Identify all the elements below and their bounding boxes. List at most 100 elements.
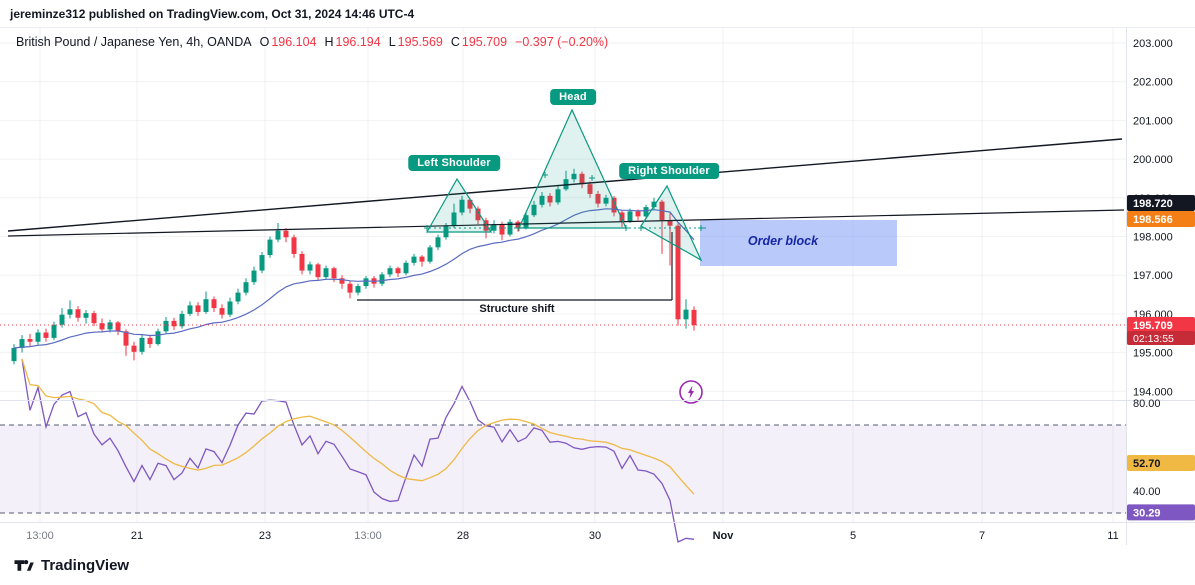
lightning-icon (688, 385, 694, 399)
price-tick-label: 202.000 (1133, 77, 1173, 89)
candle-body (451, 212, 457, 226)
candle-body (467, 199, 473, 209)
price-tick-label: 194.000 (1133, 386, 1173, 398)
candle-body (611, 197, 617, 213)
candle-body (619, 212, 625, 222)
candle-body (251, 270, 257, 283)
head-triangle[interactable] (518, 108, 627, 229)
left-shoulder-triangle[interactable] (425, 177, 493, 233)
time-tick-label: 28 (457, 530, 469, 542)
candle-body (579, 173, 585, 185)
candle-body (387, 268, 393, 275)
candle-body (595, 193, 601, 204)
candle-body (219, 308, 225, 315)
price-axis[interactable] (1127, 28, 1195, 522)
time-tick-label: 5 (850, 530, 856, 542)
resistance-level-label: 198.720 (1133, 198, 1173, 210)
candle-body (475, 208, 481, 221)
left-shoulder-label[interactable]: Left Shoulder (408, 155, 500, 171)
candle-body (515, 221, 521, 228)
candle-body (187, 305, 193, 314)
right-shoulder-label[interactable]: Right Shoulder (619, 163, 719, 179)
candle-body (27, 339, 33, 342)
price-tick-label: 197.000 (1133, 270, 1173, 282)
resistance-level-badge (1127, 195, 1195, 211)
candle-body (539, 195, 545, 205)
right-shoulder-triangle[interactable] (640, 184, 703, 262)
candle-body (123, 331, 129, 346)
candle-body (491, 224, 497, 231)
rising-trendline[interactable] (7, 138, 1123, 232)
candle-body (267, 239, 273, 256)
candle-body (147, 337, 153, 345)
candle-body (603, 197, 609, 204)
candle-body (179, 313, 185, 327)
candle-body (307, 264, 313, 271)
rsi-value-badge (1127, 504, 1195, 521)
candle-body (355, 286, 361, 293)
candle-body (339, 278, 345, 284)
candle-body (107, 322, 113, 330)
candle-body (283, 230, 289, 238)
candle-body (459, 199, 465, 213)
candle-body (323, 268, 329, 278)
candle-body (227, 301, 233, 315)
time-tick-label: 30 (589, 530, 601, 542)
candle-body (291, 237, 297, 254)
order-block-label[interactable]: Order block (747, 234, 819, 248)
candle-body (19, 339, 25, 348)
ema-line (13, 208, 695, 349)
candle-body (11, 347, 17, 362)
price-tick-label: 198.000 (1133, 232, 1173, 244)
candle-body (403, 262, 409, 274)
candle-body (67, 309, 73, 315)
candle-body (211, 299, 217, 309)
candle-body (51, 324, 57, 338)
candle-body (243, 282, 249, 293)
candle-body (555, 189, 561, 203)
order-block[interactable] (700, 220, 897, 266)
candle-body (131, 345, 137, 352)
candle-body (667, 220, 673, 226)
indicator-tick-label: 40.00 (1133, 486, 1161, 498)
candle-body (635, 211, 641, 217)
orange-level-label: 198.566 (1133, 214, 1173, 226)
candle-body (363, 278, 369, 287)
candle-body (347, 283, 353, 293)
candle-body (435, 237, 441, 248)
countdown-bg (1127, 331, 1195, 345)
brand-name[interactable]: TradingView (41, 556, 130, 574)
candle-body (675, 225, 681, 320)
candle-body (83, 313, 89, 318)
time-tick-label: Nov (713, 530, 735, 542)
current-price-label: 195.709 (1133, 320, 1173, 332)
candle-body (411, 256, 417, 263)
price-tick-label: 195.000 (1133, 348, 1173, 360)
candle-body (643, 207, 649, 217)
time-tick-label: 11 (1107, 530, 1118, 542)
resistance-trendline[interactable] (7, 209, 1125, 237)
time-tick-label: 21 (131, 530, 143, 542)
rsi-line (21, 358, 695, 543)
candle-body (99, 323, 105, 330)
time-axis[interactable] (0, 523, 1195, 545)
time-tick-label: 13:00 (26, 530, 54, 542)
candle-body (139, 337, 145, 352)
candle-body (395, 268, 401, 274)
candle-body (419, 256, 425, 262)
tradingview-logo[interactable] (13, 555, 34, 576)
candle-body (35, 332, 41, 342)
candle-body (171, 320, 177, 327)
structure-shift-label[interactable]: Structure shift (479, 303, 555, 315)
rsi-ma-value-label: 52.70 (1133, 458, 1161, 470)
candle-body (115, 322, 121, 332)
indicator-tick-label: 80.00 (1133, 398, 1161, 410)
current-price-badge (1127, 317, 1195, 345)
candle-body (75, 309, 81, 318)
rsi-ma-line (21, 358, 695, 495)
orange-level-badge (1127, 211, 1195, 227)
candle-body (259, 255, 265, 271)
head-label[interactable]: Head (550, 89, 596, 105)
